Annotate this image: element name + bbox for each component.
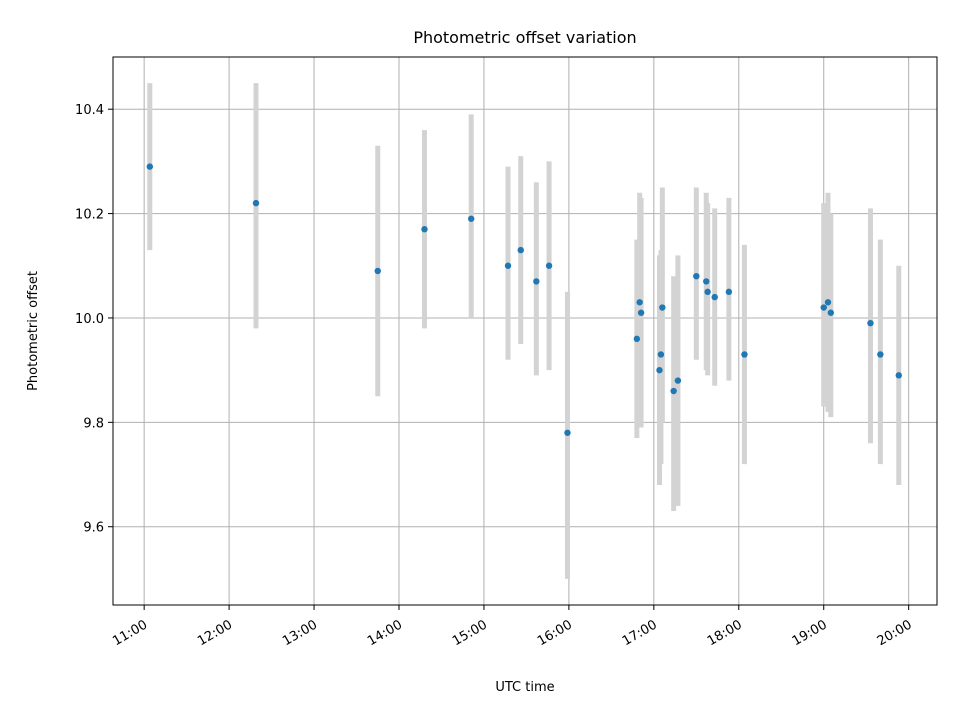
y-axis-ticks: 9.6 9.8 10.0 10.2 10.4 [75, 103, 113, 536]
data-point [252, 199, 260, 207]
data-point [704, 288, 711, 296]
data-point [146, 163, 154, 170]
data-point [659, 304, 666, 311]
data-point [564, 429, 571, 436]
data-point [504, 262, 512, 269]
data-point [517, 246, 524, 254]
plot-frame [112, 56, 938, 606]
data-point [711, 293, 718, 301]
x-tick-label: 11:00 [110, 617, 150, 649]
error-bars [147, 83, 902, 579]
data-points [146, 163, 902, 436]
data-point [824, 299, 832, 306]
y-tick-label: 10.0 [75, 312, 104, 327]
data-point [693, 273, 700, 280]
data-point [657, 351, 665, 358]
x-tick-label: 16:00 [535, 617, 575, 649]
data-point [674, 377, 682, 384]
y-tick-label: 10.2 [75, 208, 104, 223]
data-point [637, 309, 645, 316]
x-tick-label: 17:00 [620, 617, 660, 649]
chart-title: Photometric offset variation [413, 28, 636, 47]
y-tick-label: 10.4 [75, 103, 104, 118]
data-point [703, 278, 710, 285]
data-point [636, 299, 643, 306]
data-point [545, 262, 553, 269]
y-axis-label: Photometric offset [26, 271, 41, 391]
data-point [877, 351, 884, 358]
data-point [633, 335, 641, 343]
data-point [827, 309, 835, 316]
x-tick-label: 15:00 [450, 617, 490, 649]
data-point [467, 215, 475, 222]
data-point [421, 226, 428, 233]
y-tick-label: 9.8 [83, 416, 104, 431]
data-point [533, 278, 540, 285]
data-point [670, 387, 677, 395]
data-point [867, 319, 874, 327]
data-point [820, 304, 827, 311]
x-tick-label: 13:00 [280, 617, 320, 649]
data-point [374, 267, 381, 275]
y-tick-label: 9.6 [83, 521, 104, 536]
x-tick-label: 20:00 [875, 617, 915, 649]
x-tick-label: 14:00 [365, 617, 405, 649]
x-axis-ticks: 11:00 12:00 13:00 14:00 15:00 16:00 17:00 18:00… [110, 605, 915, 649]
x-tick-label: 18:00 [705, 617, 745, 649]
data-point [725, 288, 733, 296]
x-tick-label: 19:00 [790, 617, 830, 649]
x-tick-label: 12:00 [195, 617, 235, 649]
data-point [656, 366, 663, 374]
data-point [741, 351, 748, 358]
data-point [895, 372, 902, 379]
grid [113, 57, 937, 605]
x-axis-label: UTC time [495, 680, 554, 695]
